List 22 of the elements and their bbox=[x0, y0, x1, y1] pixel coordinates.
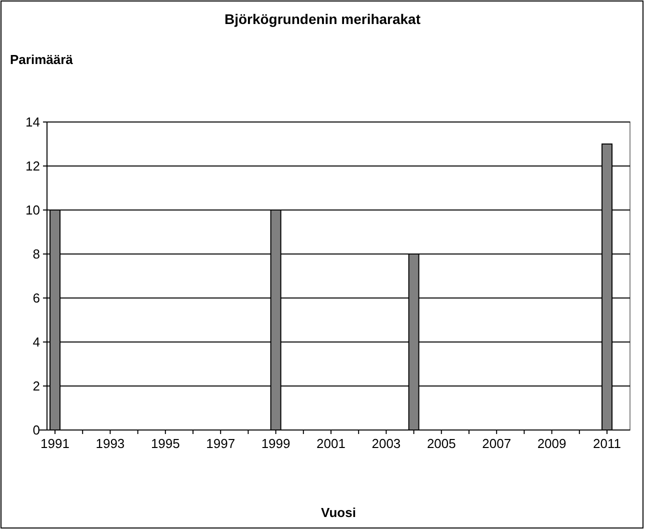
y-tick-label: 2 bbox=[32, 378, 40, 394]
y-tick-label: 0 bbox=[32, 422, 40, 438]
x-tick-label: 2001 bbox=[316, 436, 346, 451]
x-tick-label: 1999 bbox=[261, 436, 290, 451]
x-tick-label: 1993 bbox=[96, 436, 125, 451]
y-tick-label: 10 bbox=[26, 202, 40, 218]
x-tick-label: 2005 bbox=[426, 436, 456, 451]
x-tick-label: 2009 bbox=[537, 436, 566, 451]
y-tick-label: 4 bbox=[32, 334, 40, 350]
y-axis-title: Parimäärä bbox=[10, 52, 74, 67]
x-tick-label: 1995 bbox=[150, 436, 180, 451]
x-tick-label: 1997 bbox=[206, 436, 236, 451]
x-tick-label: 2011 bbox=[593, 436, 621, 451]
chart-title: Björkögrundenin meriharakat bbox=[224, 11, 421, 27]
y-tick-label: 6 bbox=[32, 290, 40, 306]
y-tick-label: 14 bbox=[26, 114, 40, 130]
y-tick-label: 12 bbox=[26, 158, 40, 174]
x-tick-label: 1991 bbox=[40, 436, 70, 451]
x-tick-label: 2007 bbox=[482, 436, 512, 451]
x-tick-label: 2003 bbox=[372, 436, 401, 451]
y-tick-label: 8 bbox=[32, 246, 40, 262]
x-axis-title: Vuosi bbox=[321, 505, 356, 520]
